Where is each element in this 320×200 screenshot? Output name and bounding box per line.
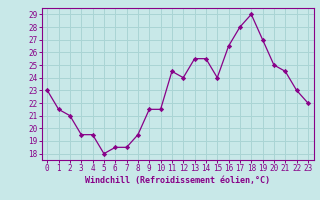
X-axis label: Windchill (Refroidissement éolien,°C): Windchill (Refroidissement éolien,°C) [85, 176, 270, 185]
